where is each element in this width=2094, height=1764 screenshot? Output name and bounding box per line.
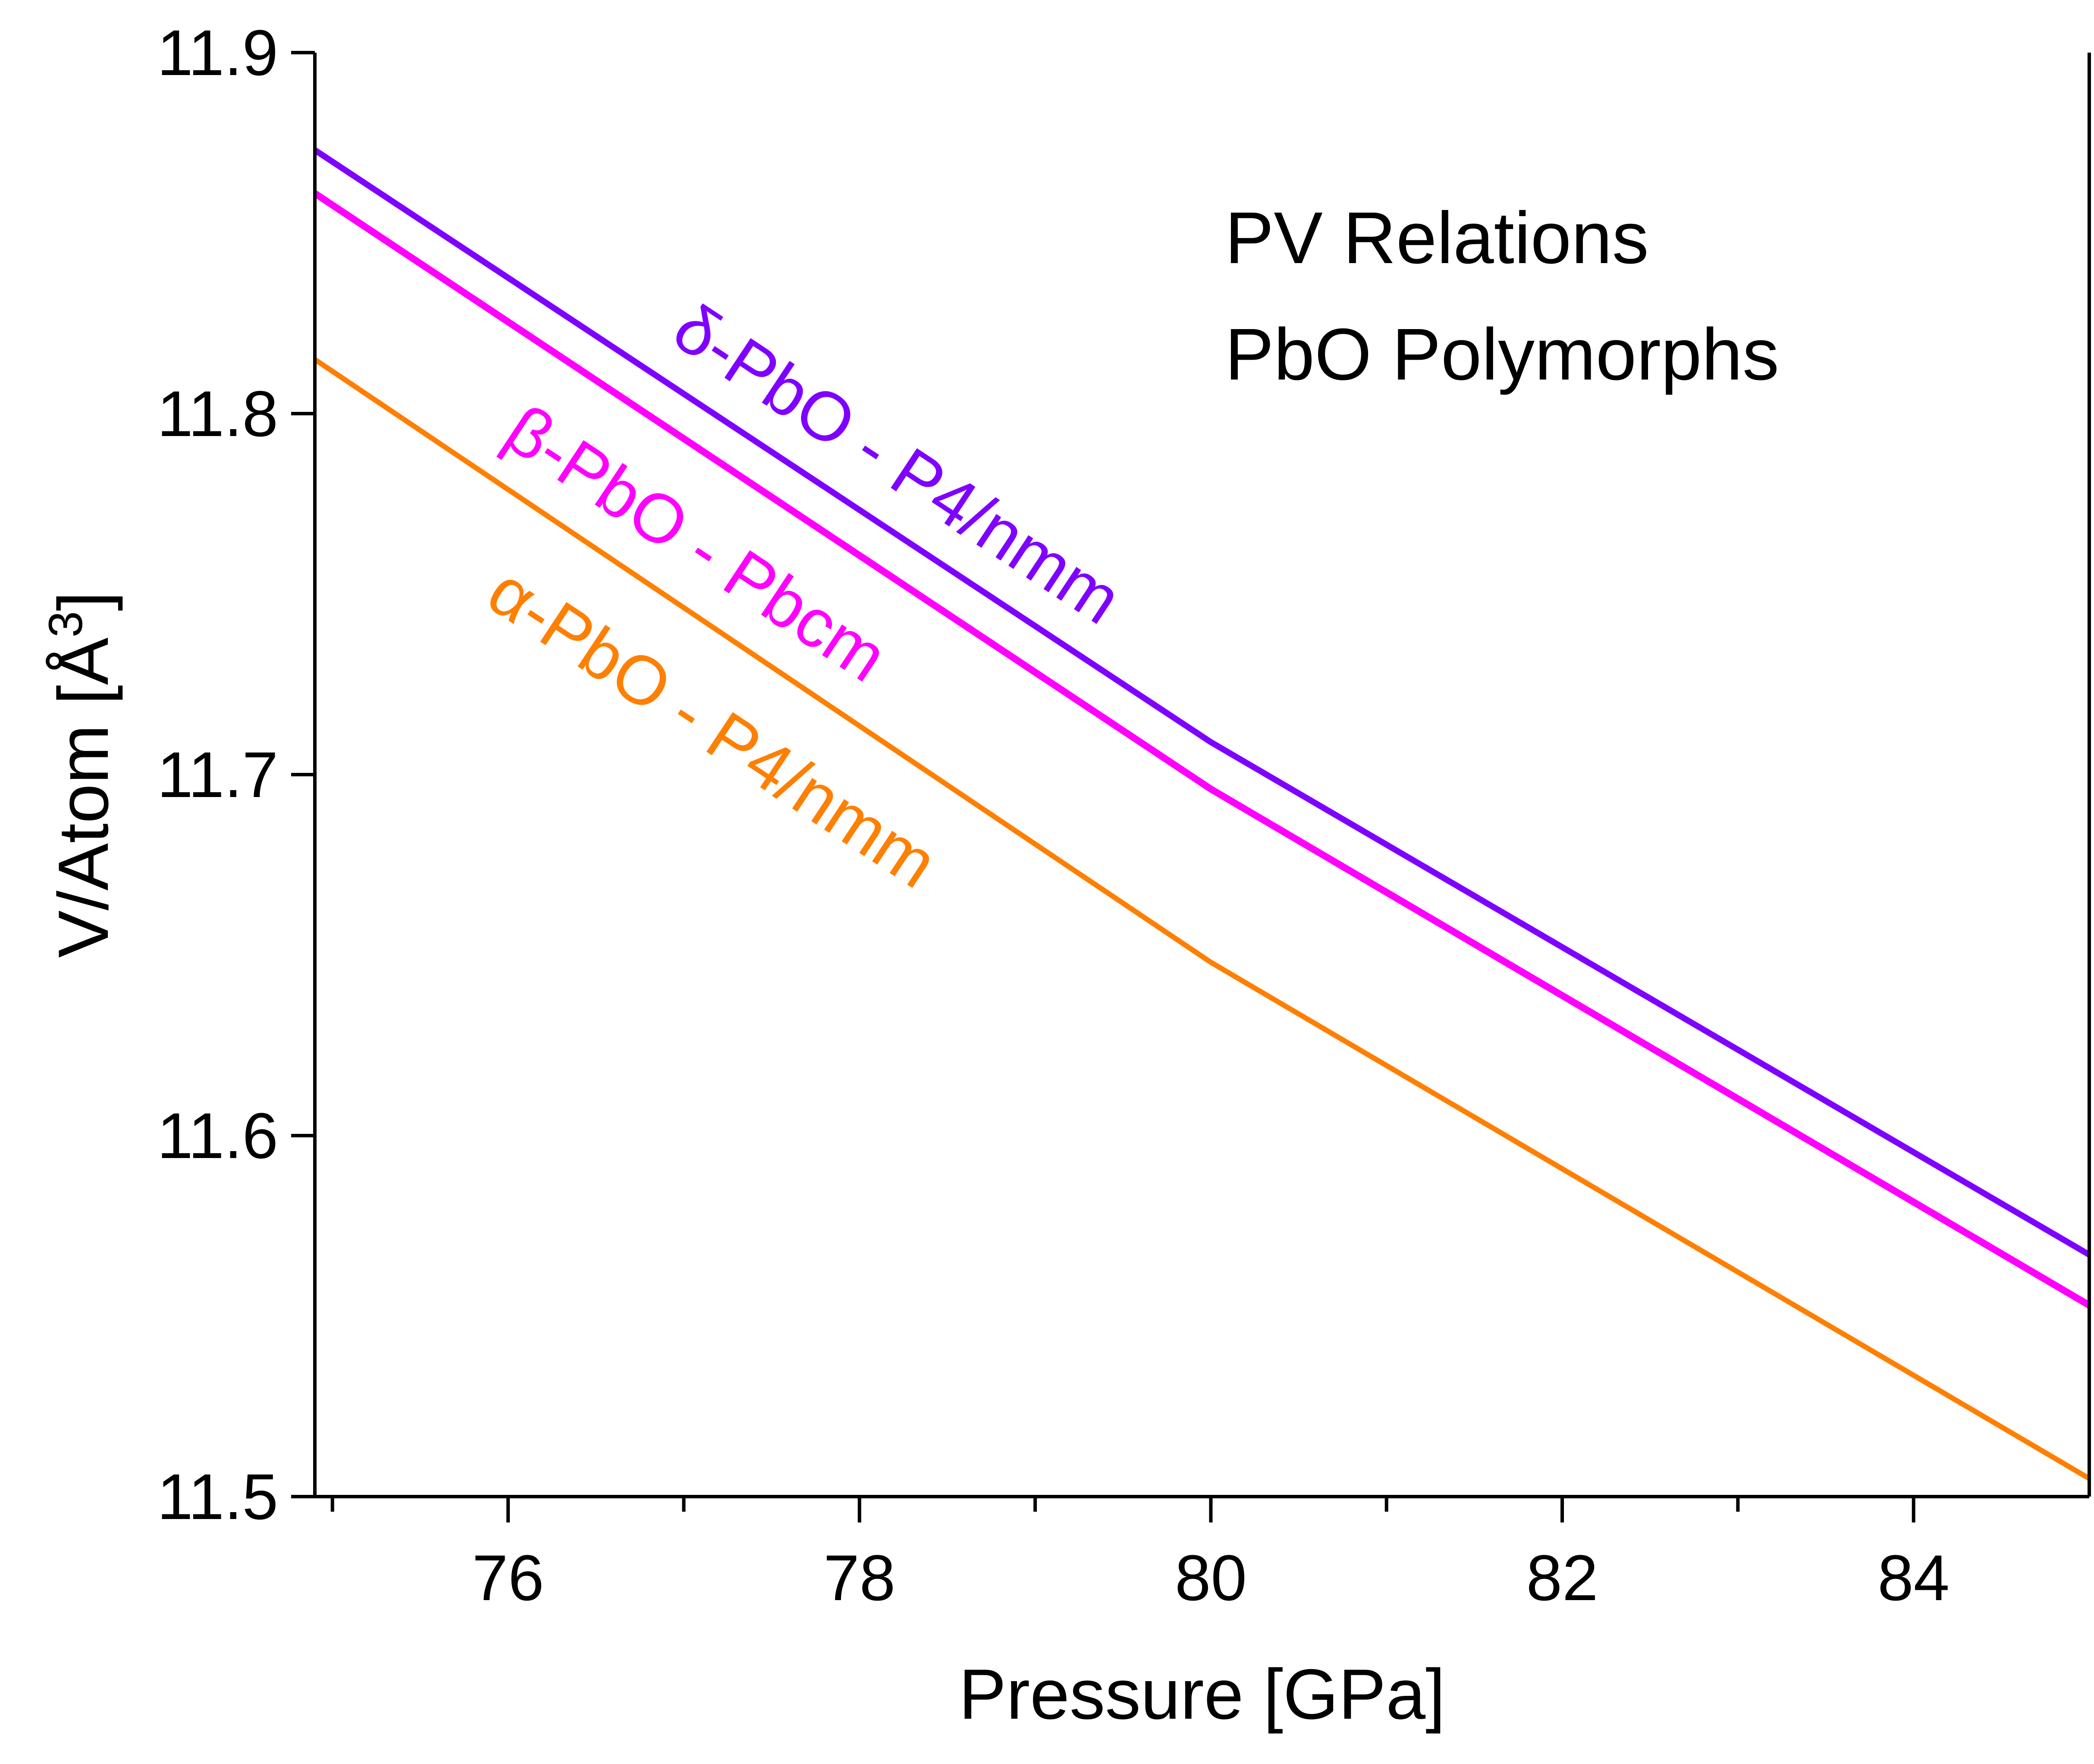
y-axis-title: V/Atom [Å3] xyxy=(39,591,123,958)
y-tick-label: 11.6 xyxy=(157,1099,278,1172)
y-tick-label: 11.5 xyxy=(157,1460,278,1533)
annotation-pbo-polymorphs: PbO Polymorphs xyxy=(1225,314,1779,395)
tick-layer: 76 78 80 82 84 11.5 11.6 11.7 11.8 11.9 xyxy=(157,16,1950,1614)
y-tick-label: 11.7 xyxy=(157,738,278,811)
x-tick-label: 84 xyxy=(1877,1541,1950,1614)
series-line-alpha xyxy=(313,357,2091,1481)
x-tick-label: 76 xyxy=(472,1541,544,1614)
y-axis-title-close: ] xyxy=(44,591,123,611)
y-axis-title-superscript: 3 xyxy=(39,611,92,637)
x-tick-label: 82 xyxy=(1526,1541,1598,1614)
x-tick-label: 78 xyxy=(823,1541,895,1614)
series-label-alpha: α-PbO - P4/nmm xyxy=(475,552,951,903)
series-line-beta xyxy=(313,190,2091,1309)
x-tick-label: 80 xyxy=(1175,1541,1247,1614)
x-axis-title: Pressure [GPa] xyxy=(959,1654,1445,1734)
annotation-pv-relations: PV Relations xyxy=(1225,197,1649,279)
y-axis-title-main: V/Atom [Å xyxy=(44,637,123,958)
y-tick-label: 11.9 xyxy=(157,16,278,89)
series-line-delta xyxy=(313,148,2091,1258)
series-layer xyxy=(313,148,2091,1481)
y-tick-label: 11.8 xyxy=(157,377,278,450)
